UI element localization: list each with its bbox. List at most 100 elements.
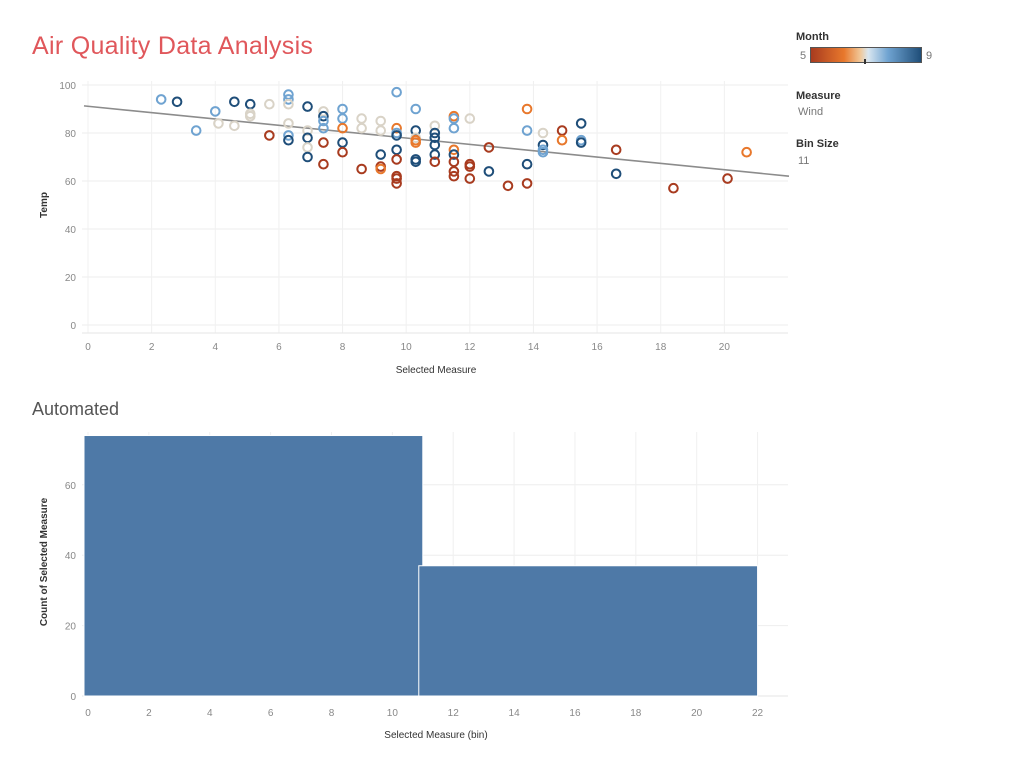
scatter-point [318, 106, 329, 117]
histogram-x-tick-label: 14 [509, 708, 521, 719]
histogram-y-tick-label: 40 [65, 551, 77, 562]
scatter-point [722, 173, 733, 184]
scatter-point [318, 122, 329, 134]
scatter-point [213, 118, 224, 129]
scatter-x-tick-label: 14 [528, 342, 540, 353]
scatter-point [337, 146, 348, 158]
scatter-point [264, 98, 275, 110]
histogram-x-tick-label: 18 [630, 708, 642, 719]
scatter-point [391, 173, 402, 184]
scatter-point [302, 125, 313, 136]
scatter-x-tick-label: 0 [85, 342, 91, 353]
histogram-x-tick-label: 12 [448, 708, 460, 719]
scatter-point [464, 113, 476, 124]
scatter-point [318, 158, 329, 170]
scatter-point [337, 103, 348, 115]
histogram-x-tick-label: 4 [207, 708, 213, 719]
scatter-point [575, 137, 587, 148]
page-title: Air Quality Data Analysis [32, 32, 314, 60]
histogram-bar [418, 565, 759, 697]
bin-size-parameter-value[interactable]: 11 [798, 155, 810, 167]
scatter-point [521, 103, 533, 115]
scatter-point [356, 113, 367, 124]
scatter-point [464, 161, 476, 172]
scatter-point [410, 137, 422, 148]
histogram-title: Automated [32, 399, 120, 419]
scatter-point [448, 166, 460, 177]
scatter-y-tick-label: 20 [65, 273, 77, 284]
month-ramp-marker [864, 59, 866, 64]
scatter-point [155, 94, 167, 105]
scatter-point [448, 144, 460, 156]
scatter-point [575, 118, 587, 129]
histogram-y-axis-label: Count of Selected Measure [39, 497, 50, 626]
scatter-point [668, 182, 679, 194]
scatter-point [741, 146, 752, 158]
month-legend-label: Month [796, 31, 829, 43]
scatter-point [448, 113, 460, 124]
scatter-point [375, 125, 387, 136]
scatter-y-tick-label: 80 [65, 129, 77, 140]
scatter-chart[interactable]: 0 20 40 60 80 100 0 2 4 6 8 10 12 14 16 18 20 Selected M… [0, 0, 800, 380]
measure-parameter-value[interactable]: Wind [798, 106, 824, 118]
scatter-point [209, 106, 221, 117]
scatter-point [429, 127, 441, 139]
scatter-point [283, 89, 294, 100]
measure-parameter-label: Measure [796, 90, 841, 102]
scatter-point [483, 166, 495, 177]
scatter-point [537, 146, 549, 158]
scatter-x-tick-label: 2 [149, 342, 155, 353]
scatter-point [610, 168, 622, 180]
scatter-point [283, 130, 294, 141]
scatter-x-tick-label: 6 [276, 342, 282, 353]
scatter-y-tick-label: 100 [59, 81, 76, 92]
scatter-point [464, 173, 476, 184]
histogram-x-tick-label: 16 [569, 708, 581, 719]
scatter-point [283, 134, 294, 146]
histogram-bar [83, 435, 424, 697]
month-legend-min: 5 [800, 50, 807, 62]
bin-size-parameter-label: Bin Size [796, 138, 839, 150]
scatter-point [610, 144, 622, 156]
scatter-point [391, 122, 402, 134]
scatter-point [171, 96, 183, 108]
scatter-point [429, 139, 441, 151]
histogram-x-tick-label: 10 [387, 708, 399, 719]
scatter-x-tick-label: 12 [464, 342, 476, 353]
scatter-point [318, 137, 329, 148]
histogram-x-axis-label: Selected Measure (bin) [384, 730, 487, 741]
scatter-y-tick-label: 60 [65, 177, 77, 188]
scatter-point [318, 110, 329, 122]
scatter-point [337, 113, 348, 124]
scatter-point [229, 96, 240, 108]
histogram-x-tick-label: 6 [268, 708, 274, 719]
scatter-point [283, 94, 294, 105]
histogram-x-tick-label: 20 [691, 708, 703, 719]
scatter-x-tick-label: 16 [592, 342, 604, 353]
scatter-point [190, 125, 202, 136]
scatter-point [264, 130, 275, 141]
scatter-point [410, 156, 422, 168]
scatter-point [391, 154, 402, 165]
scatter-x-tick-label: 4 [212, 342, 218, 353]
scatter-point [448, 149, 460, 160]
scatter-point [302, 101, 313, 112]
scatter-x-tick-label: 10 [401, 342, 413, 353]
scatter-y-tick-label: 0 [70, 321, 76, 332]
scatter-point [521, 125, 533, 136]
scatter-point [244, 98, 256, 110]
scatter-point [391, 86, 402, 98]
month-color-ramp[interactable] [810, 47, 922, 63]
histogram-y-tick-label: 0 [70, 692, 76, 703]
scatter-point [302, 151, 313, 163]
scatter-point [375, 149, 387, 160]
scatter-point [318, 115, 329, 127]
scatter-point [483, 142, 495, 153]
scatter-point [429, 149, 441, 160]
scatter-point [337, 122, 348, 134]
scatter-point [375, 163, 387, 175]
scatter-point [556, 134, 568, 146]
scatter-point [521, 178, 533, 189]
scatter-point [391, 130, 402, 141]
